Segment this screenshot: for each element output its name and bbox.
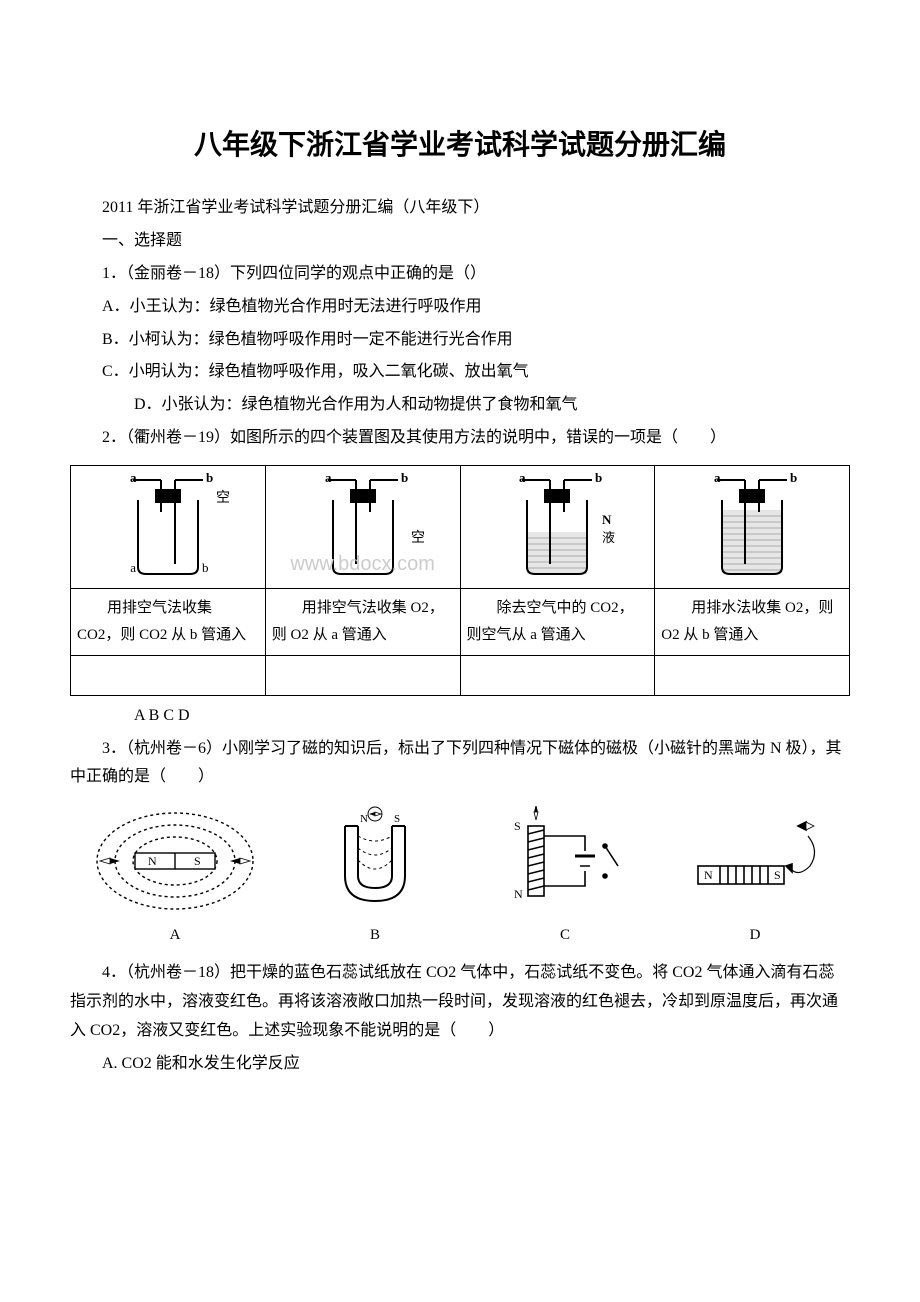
q3-fig-d: N S D: [680, 806, 830, 949]
bottle-a-icon: a b 空 a b: [98, 472, 238, 582]
svg-text:N: N: [704, 868, 713, 882]
q1-stem: 1．（金丽卷－18）下列四位同学的观点中正确的是（）: [70, 260, 850, 289]
bar-magnet-d-icon: N S: [680, 806, 830, 916]
svg-text:a: a: [325, 472, 332, 485]
label-kong: 空: [216, 490, 230, 506]
q2-stem: 2．（衢州卷－19）如图所示的四个装置图及其使用方法的说明中，错误的一项是（ ）: [70, 424, 850, 453]
label-b: b: [202, 560, 209, 575]
label-a: a: [130, 560, 136, 575]
svg-text:S: S: [514, 819, 521, 833]
q2-empty-a: [71, 655, 266, 695]
svg-text:b: b: [595, 472, 602, 485]
bottle-b-icon: 空 a b: [293, 472, 433, 582]
q1-option-b: B．小柯认为：绿色植物呼吸作用时一定不能进行光合作用: [70, 326, 850, 355]
q3-fig-c: S N C: [490, 806, 640, 949]
table-row: 用排空气法收集 CO2，则 CO2 从 b 管通入 用排空气法收集 O2，则 O…: [71, 588, 850, 655]
q3-figure-row: N S A N S B: [70, 806, 850, 949]
q3-fig-b: N S B: [300, 806, 450, 949]
svg-text:S: S: [394, 813, 400, 825]
q4-stem: 4．（杭州卷－18）把干燥的蓝色石蕊试纸放在 CO2 气体中，石蕊试纸不变色。将…: [70, 959, 850, 1045]
q4-option-a: A. CO2 能和水发生化学反应: [70, 1050, 850, 1079]
q2-cell-b-image: 空 a b www.bdocx.com: [265, 465, 460, 588]
label-ye: 液: [602, 530, 615, 545]
solenoid-icon: S N: [490, 806, 640, 916]
section-1-heading: 一、选择题: [70, 227, 850, 256]
bar-magnet-a-icon: N S: [90, 806, 260, 916]
q3-label-c: C: [490, 922, 640, 949]
svg-text:N: N: [360, 813, 368, 825]
table-row: [71, 655, 850, 695]
q3-stem: 3．（杭州卷－6）小刚学习了磁的知识后，标出了下列四种情况下磁体的磁极（小磁针的…: [70, 735, 850, 793]
label-kong: 空: [411, 530, 425, 546]
label-N: N: [602, 512, 612, 527]
q3-label-a: A: [90, 922, 260, 949]
q2-caption-c: 除去空气中的 CO2，则空气从 a 管通入: [460, 588, 655, 655]
q2-caption-d: 用排水法收集 O2，则 O2 从 b 管通入: [655, 588, 850, 655]
svg-text:S: S: [774, 868, 781, 882]
q2-cell-c-image: N 液 a b: [460, 465, 655, 588]
q1-option-d: D．小张认为：绿色植物光合作用为人和动物提供了食物和氧气: [70, 391, 850, 420]
q2-foot-labels: A B C D: [70, 702, 850, 731]
q2-empty-d: [655, 655, 850, 695]
q2-device-table: a b 空 a b 空 a: [70, 465, 850, 696]
q2-empty-c: [460, 655, 655, 695]
svg-text:N: N: [514, 887, 523, 901]
svg-text:a: a: [519, 472, 526, 485]
bottle-d-icon: a b: [682, 472, 822, 582]
q2-caption-b: 用排空气法收集 O2，则 O2 从 a 管通入: [265, 588, 460, 655]
subtitle: 2011 年浙江省学业考试科学试题分册汇编（八年级下）: [70, 194, 850, 223]
q3-label-b: B: [300, 922, 450, 949]
table-row: a b 空 a b 空 a: [71, 465, 850, 588]
q2-cell-d-image: a b: [655, 465, 850, 588]
svg-text:a: a: [130, 472, 137, 485]
q2-empty-b: [265, 655, 460, 695]
q1-option-c: C．小明认为：绿色植物呼吸作用，吸入二氧化碳、放出氧气: [70, 358, 850, 387]
q3-fig-a: N S A: [90, 806, 260, 949]
svg-text:b: b: [206, 472, 213, 485]
svg-text:N: N: [148, 854, 157, 868]
svg-text:a: a: [714, 472, 721, 485]
page-title: 八年级下浙江省学业考试科学试题分册汇编: [70, 120, 850, 170]
svg-text:S: S: [194, 854, 201, 868]
q2-caption-a: 用排空气法收集 CO2，则 CO2 从 b 管通入: [71, 588, 266, 655]
q1-option-a: A．小王认为：绿色植物光合作用时无法进行呼吸作用: [70, 293, 850, 322]
horseshoe-magnet-icon: N S: [300, 806, 450, 916]
q2-cell-a-image: a b 空 a b: [71, 465, 266, 588]
svg-text:b: b: [401, 472, 408, 485]
svg-text:b: b: [790, 472, 797, 485]
bottle-c-icon: N 液 a b: [487, 472, 627, 582]
q3-label-d: D: [680, 922, 830, 949]
